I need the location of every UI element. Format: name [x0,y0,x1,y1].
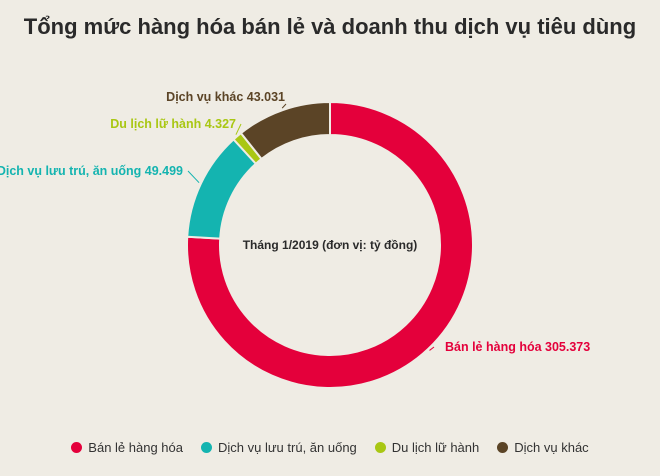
leader-line-du-lich-lu-hanh [235,123,242,135]
data-label-du-lich-lu-hanh: Du lịch lữ hành 4.327 [110,117,236,131]
chart-legend: Bán lẻ hàng hóa Dịch vụ lưu trú, ăn uống D… [0,440,660,455]
legend-swatch [497,442,509,453]
chart-title: Tổng mức hàng hóa bán lẻ và doanh thu dị… [23,14,637,39]
slice-ban-le-hang-hoa [186,100,474,389]
donut-chart: Bán lẻ hàng hóa 305.373 Dịch vụ lưu trú, … [0,90,590,389]
leader-line-dich-vu-luu-tru-an-uong [187,170,200,184]
legend-item-dich-vu-luu-tru-an-uong: Dịch vụ lưu trú, ăn uống [201,440,357,455]
legend-label: Dịch vụ khác [514,440,589,455]
data-label-dich-vu-luu-tru-an-uong: Dịch vụ lưu trú, ăn uống 49.499 [0,164,183,178]
legend-label: Bán lẻ hàng hóa [88,440,183,455]
legend-item-dich-vu-khac: Dịch vụ khác [497,440,589,455]
legend-label: Du lịch lữ hành [391,440,480,455]
legend-swatch [71,442,83,453]
legend-item-du-lich-lu-hanh: Du lịch lữ hành [374,440,480,455]
legend-item-ban-le-hang-hoa: Bán lẻ hàng hóa [71,440,183,455]
data-label-ban-le-hang-hoa: Bán lẻ hàng hóa 305.373 [445,340,590,354]
legend-label: Dịch vụ lưu trú, ăn uống [218,440,357,455]
legend-swatch [374,442,386,453]
leader-line-ban-le-hang-hoa [429,346,435,351]
slice-dich-vu-khac [239,100,331,161]
center-label: Tháng 1/2019 (đơn vị: tỷ đồng) [243,238,418,252]
slice-dich-vu-luu-tru-an-uong [186,137,258,240]
legend-swatch [201,442,212,453]
data-label-dich-vu-khac: Dịch vụ khác 43.031 [166,90,285,104]
leader-line-dich-vu-khac [281,103,287,109]
